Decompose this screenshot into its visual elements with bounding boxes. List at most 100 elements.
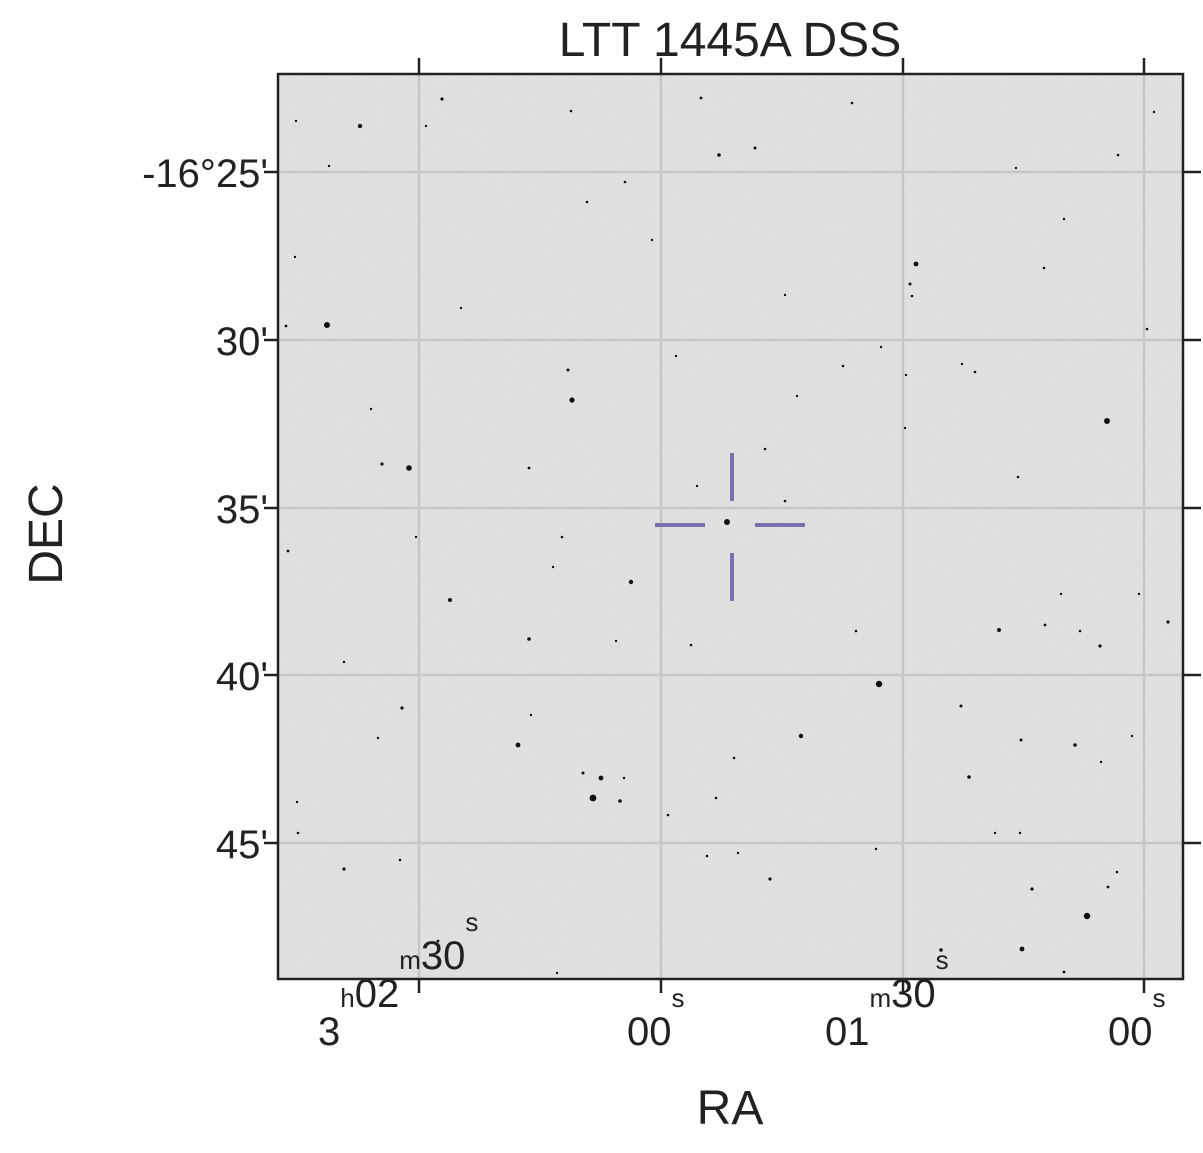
sky-image-noise bbox=[278, 74, 1183, 979]
star bbox=[875, 680, 883, 688]
star bbox=[724, 519, 730, 525]
star bbox=[908, 282, 912, 286]
star bbox=[566, 368, 570, 372]
target-crosshair-marker bbox=[655, 453, 805, 601]
star bbox=[732, 756, 736, 760]
dec-tick-label: 45' bbox=[216, 823, 268, 867]
star bbox=[569, 109, 573, 113]
star bbox=[1059, 592, 1063, 596]
ra-tick-label: 01m30s bbox=[825, 945, 949, 1054]
star bbox=[650, 238, 654, 242]
star bbox=[623, 180, 627, 184]
star bbox=[286, 549, 290, 553]
star bbox=[967, 775, 971, 779]
dec-tick-label: 40' bbox=[216, 655, 268, 699]
star bbox=[1099, 760, 1103, 764]
star bbox=[874, 847, 878, 851]
star bbox=[1030, 887, 1034, 891]
dec-tick-labels: -16°25' 30' 35' 40' 45' bbox=[142, 152, 268, 867]
star bbox=[1137, 592, 1141, 596]
star bbox=[618, 799, 622, 803]
ra-tick-label: 00s bbox=[1108, 983, 1166, 1054]
star bbox=[1019, 738, 1023, 742]
star bbox=[293, 255, 297, 259]
star bbox=[376, 736, 380, 740]
star bbox=[369, 407, 373, 411]
star bbox=[753, 146, 757, 150]
star bbox=[324, 322, 330, 328]
ra-tick-label: 3h02m30s bbox=[318, 907, 478, 1054]
star bbox=[1016, 475, 1020, 479]
star bbox=[1018, 831, 1022, 835]
star bbox=[400, 706, 404, 710]
star bbox=[736, 851, 740, 855]
star bbox=[913, 261, 919, 267]
star bbox=[795, 394, 799, 398]
star bbox=[959, 704, 963, 708]
star bbox=[695, 484, 699, 488]
star bbox=[1115, 870, 1119, 874]
star bbox=[768, 877, 772, 881]
star bbox=[699, 96, 703, 100]
star bbox=[589, 794, 597, 802]
dec-tick-label: -16°25' bbox=[142, 152, 268, 196]
star bbox=[295, 800, 299, 804]
star bbox=[841, 364, 845, 368]
star bbox=[1106, 885, 1110, 889]
star bbox=[1152, 110, 1156, 114]
star bbox=[1062, 217, 1066, 221]
star bbox=[598, 775, 604, 781]
star bbox=[1083, 912, 1091, 920]
star bbox=[569, 397, 575, 403]
star bbox=[284, 324, 288, 328]
star bbox=[763, 447, 767, 451]
ra-tick-label: 00s bbox=[627, 983, 685, 1054]
star bbox=[440, 97, 444, 101]
dec-tick-label: 35' bbox=[216, 488, 268, 532]
star bbox=[1166, 620, 1170, 624]
star bbox=[628, 579, 634, 585]
star bbox=[357, 123, 363, 129]
star bbox=[910, 294, 914, 298]
star bbox=[854, 629, 858, 633]
star bbox=[581, 771, 585, 775]
star bbox=[614, 639, 618, 643]
star bbox=[398, 858, 402, 862]
star bbox=[903, 426, 907, 430]
star bbox=[515, 742, 521, 748]
star bbox=[1042, 266, 1046, 270]
star bbox=[798, 733, 804, 739]
star bbox=[689, 643, 693, 647]
star bbox=[296, 831, 300, 835]
star bbox=[527, 466, 531, 470]
x-axis-title: RA bbox=[697, 1082, 764, 1135]
star bbox=[993, 831, 997, 835]
star bbox=[705, 854, 709, 858]
y-axis-title: DEC bbox=[20, 483, 73, 584]
star bbox=[904, 373, 908, 377]
star bbox=[380, 462, 384, 466]
star bbox=[406, 465, 412, 471]
star bbox=[973, 370, 977, 374]
star bbox=[527, 637, 531, 641]
star bbox=[551, 565, 555, 569]
star bbox=[1062, 970, 1066, 974]
star bbox=[414, 535, 418, 539]
star bbox=[622, 776, 626, 780]
star bbox=[674, 354, 678, 358]
star bbox=[1104, 418, 1110, 424]
star bbox=[960, 362, 964, 366]
star bbox=[1043, 623, 1047, 627]
star bbox=[1078, 629, 1082, 633]
star bbox=[783, 499, 787, 503]
star bbox=[585, 200, 589, 204]
star bbox=[717, 153, 721, 157]
axis-ticks bbox=[264, 58, 1201, 993]
dec-tick-label: 30' bbox=[216, 320, 268, 364]
star bbox=[879, 345, 883, 349]
star bbox=[436, 939, 440, 943]
star bbox=[529, 713, 533, 717]
star-field bbox=[284, 96, 1170, 975]
star bbox=[1116, 153, 1120, 157]
star bbox=[1014, 166, 1018, 170]
